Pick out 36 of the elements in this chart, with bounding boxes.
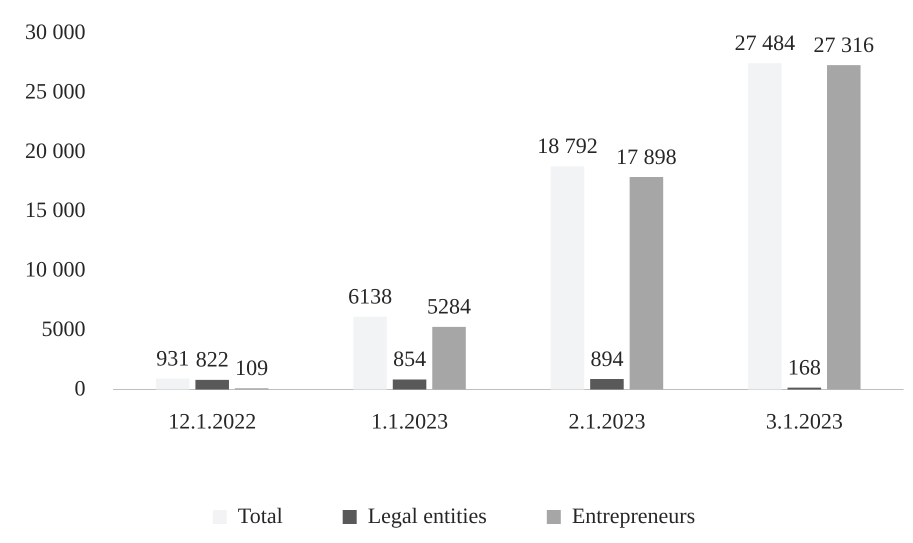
data-label: 854 — [393, 346, 426, 372]
bar — [432, 326, 466, 390]
y-tick-label: 30 000 — [25, 18, 86, 44]
bar — [748, 63, 782, 390]
legend-label: Entrepreneurs — [572, 502, 696, 528]
bar — [392, 379, 426, 390]
y-tick-label: 5000 — [42, 316, 86, 341]
data-label: 931 — [156, 345, 190, 370]
bar — [156, 378, 190, 390]
data-label: 6138 — [348, 283, 392, 308]
data-label: 822 — [196, 346, 229, 372]
y-tick-label: 10 000 — [25, 256, 86, 282]
bar — [550, 166, 584, 390]
bar — [590, 378, 624, 390]
x-tick-label: 12.1.2022 — [168, 408, 256, 434]
y-tick-label: 0 — [74, 375, 86, 400]
data-label: 109 — [235, 355, 268, 380]
bar — [630, 176, 664, 390]
y-tick-label: 15 000 — [25, 197, 86, 222]
y-tick-label: 20 000 — [25, 138, 86, 163]
x-tick-label: 1.1.2023 — [371, 408, 448, 434]
bar — [353, 316, 387, 390]
data-label: 27 484 — [734, 30, 796, 55]
data-label: 168 — [788, 354, 821, 380]
legend-label: Legal entities — [368, 502, 487, 528]
data-label: 894 — [590, 346, 624, 371]
data-label: 27 316 — [814, 32, 874, 57]
data-label: 5284 — [427, 294, 472, 319]
legend-label: Total — [238, 502, 283, 528]
bar — [827, 65, 861, 390]
x-tick-label: 2.1.2023 — [568, 408, 646, 434]
x-tick-label: 3.1.2023 — [766, 408, 843, 434]
data-label: 17 898 — [616, 144, 677, 169]
bar — [195, 380, 229, 390]
y-tick-label: 25 000 — [25, 78, 86, 104]
data-label: 18 792 — [537, 133, 598, 158]
